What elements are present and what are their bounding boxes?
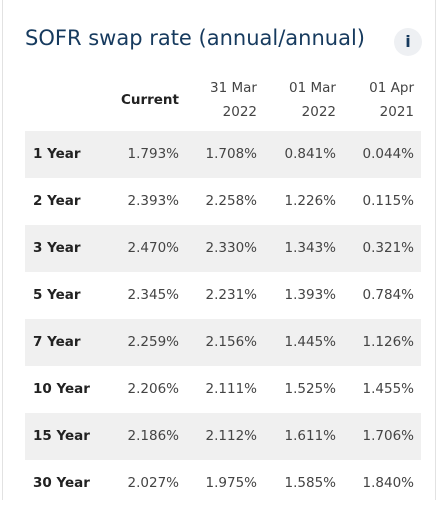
table-cell: 2.345%: [127, 287, 179, 303]
table-cell: 1.840%: [362, 475, 414, 491]
table-cell: 1.611%: [284, 428, 336, 444]
table-cell: 2.027%: [127, 475, 179, 491]
table-cell: 1.975%: [205, 475, 257, 491]
table-cell: 1.585%: [284, 475, 336, 491]
table-cell: 2.112%: [205, 428, 257, 444]
table-row: [25, 225, 421, 272]
row-label: 7 Year: [33, 334, 81, 350]
column-header: 2021: [379, 104, 414, 120]
column-header: 2022: [222, 104, 257, 120]
table-cell: 2.111%: [205, 381, 257, 397]
table-row: [25, 319, 421, 366]
table-cell: 1.343%: [284, 240, 336, 256]
table-cell: 2.206%: [127, 381, 179, 397]
column-header: 31 Mar: [210, 80, 257, 96]
row-label: 10 Year: [33, 381, 90, 397]
table-cell: 2.470%: [127, 240, 179, 256]
table-cell: 2.259%: [127, 334, 179, 350]
table-cell: 1.393%: [284, 287, 336, 303]
row-label: 15 Year: [33, 428, 90, 444]
table-cell: 0.115%: [362, 193, 414, 209]
table-cell: 2.231%: [205, 287, 257, 303]
row-label: 5 Year: [33, 287, 81, 303]
table-cell: 1.126%: [362, 334, 414, 350]
table-cell: 0.321%: [362, 240, 414, 256]
table-row: [25, 413, 421, 460]
column-header: 01 Mar: [289, 80, 336, 96]
table-row: [25, 131, 421, 178]
table-cell: 2.258%: [205, 193, 257, 209]
row-label: 2 Year: [33, 193, 81, 209]
table-cell: 0.841%: [284, 146, 336, 162]
table-cell: 2.186%: [127, 428, 179, 444]
row-label: 1 Year: [33, 146, 81, 162]
table-cell: 2.156%: [205, 334, 257, 350]
table-cell: 1.455%: [362, 381, 414, 397]
table-cell: 1.793%: [127, 146, 179, 162]
table-cell: 1.445%: [284, 334, 336, 350]
table-cell: 0.784%: [362, 287, 414, 303]
table-cell: 2.330%: [205, 240, 257, 256]
table-cell: 1.708%: [205, 146, 257, 162]
card: SOFR swap rate (annual/annual) i Current…: [2, 0, 436, 500]
table-cell: 2.393%: [127, 193, 179, 209]
row-label: 3 Year: [33, 240, 81, 256]
title: SOFR swap rate (annual/annual): [25, 26, 365, 50]
column-header: Current: [120, 92, 179, 108]
info-button[interactable]: i: [394, 28, 422, 56]
table-cell: 1.525%: [284, 381, 336, 397]
column-header: 2022: [301, 104, 336, 120]
column-header: 01 Apr: [369, 80, 414, 96]
row-label: 30 Year: [33, 475, 90, 491]
table-cell: 1.226%: [284, 193, 336, 209]
table-cell: 0.044%: [362, 146, 414, 162]
table-cell: 1.706%: [362, 428, 414, 444]
